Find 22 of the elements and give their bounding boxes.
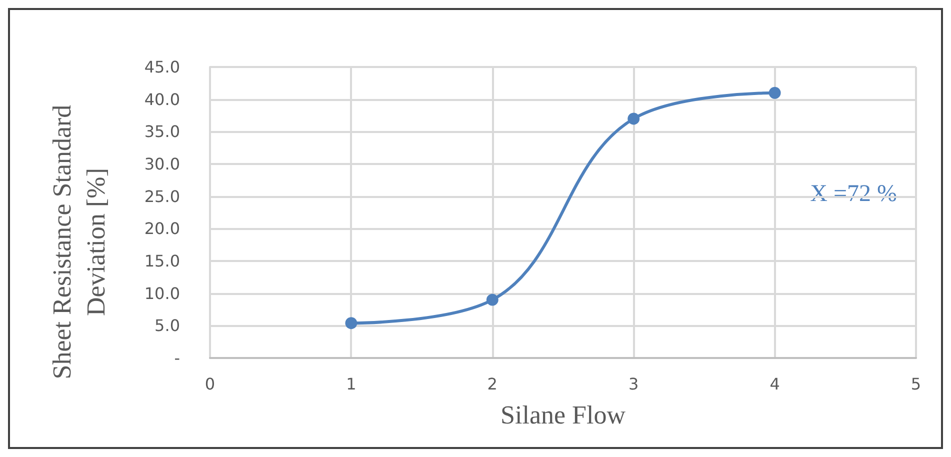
x-tick-label: 5 — [910, 374, 922, 394]
point — [628, 112, 640, 125]
point — [768, 86, 781, 99]
y-tick-label: 25.0 — [144, 186, 180, 206]
y-tick-label: 30.0 — [144, 154, 180, 174]
x-tick-label: 1 — [346, 374, 356, 394]
x-tick-label: 2 — [487, 374, 498, 394]
x-tick-label: 3 — [628, 374, 639, 394]
y-tick-label: 45.0 — [144, 58, 180, 76]
x-tick-label: 0 — [204, 374, 216, 394]
y-tick-label: 40.0 — [144, 90, 180, 109]
y-tick-label: - — [174, 348, 180, 368]
y-tick-label: 15.0 — [144, 252, 180, 270]
point — [345, 317, 358, 330]
y-axis-title: Sheet Resistance Standard Deviation [%] — [48, 104, 110, 380]
y-tick-label: 35.0 — [144, 122, 180, 142]
x-axis-title: Silane Flow — [500, 400, 626, 430]
point — [486, 294, 498, 306]
y-tick-label: 10.0 — [144, 284, 180, 303]
y-tick-label: 5.0 — [154, 316, 180, 336]
y-tick-label: 20.0 — [144, 219, 180, 238]
x-tick-label: 4 — [770, 374, 780, 394]
